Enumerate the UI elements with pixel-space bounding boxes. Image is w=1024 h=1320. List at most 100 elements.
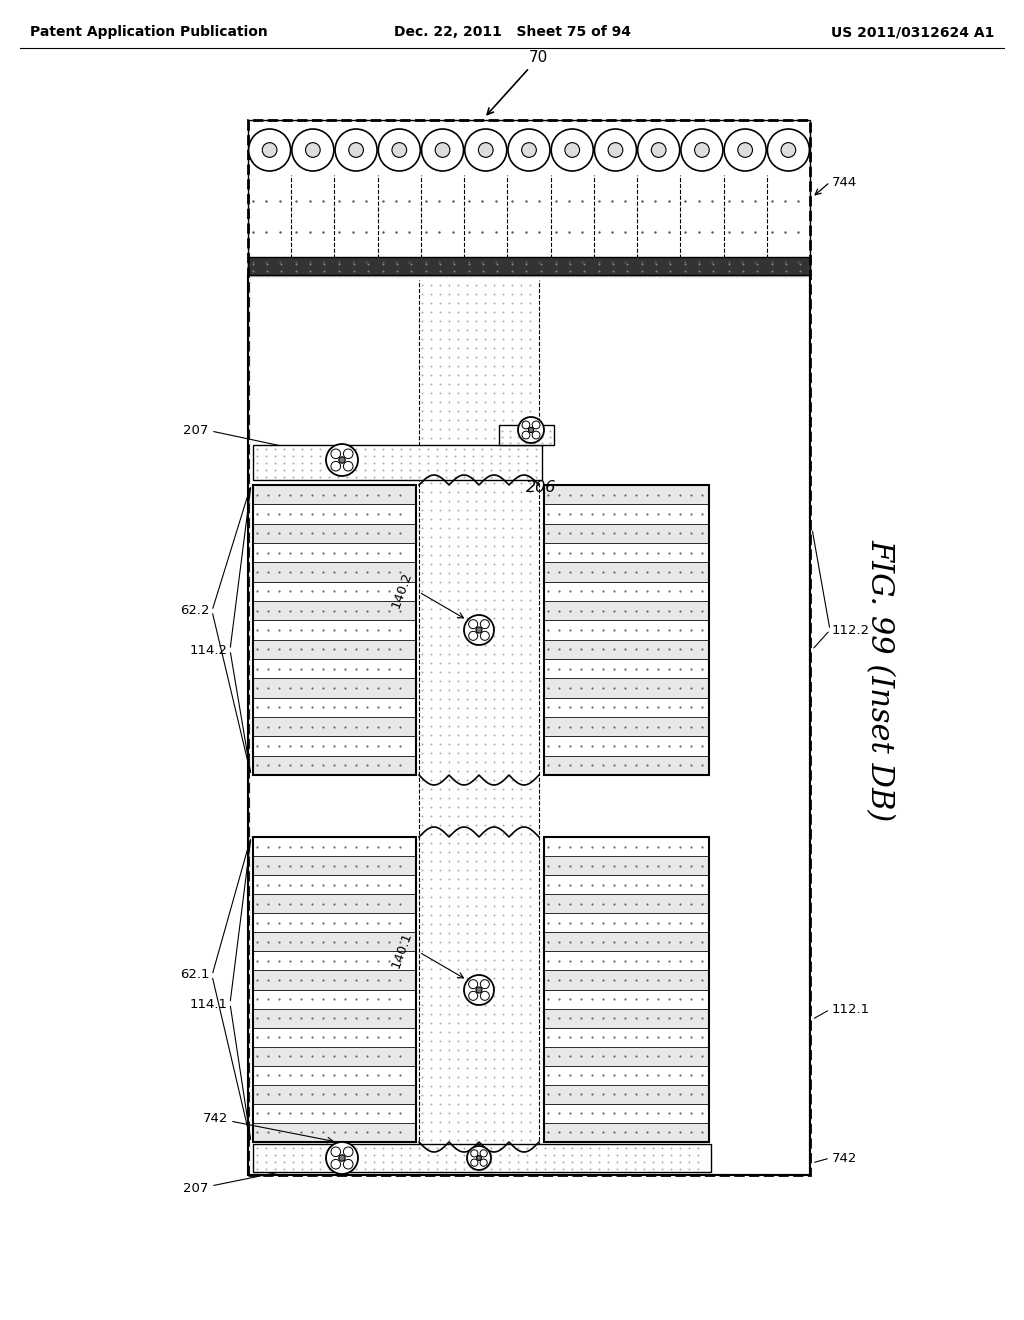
Point — [504, 895, 520, 916]
Point — [492, 466, 508, 487]
Point — [414, 607, 430, 628]
Point — [791, 251, 807, 272]
Point — [513, 986, 529, 1007]
Point — [423, 346, 439, 367]
Point — [492, 438, 508, 459]
Point — [345, 253, 361, 275]
Point — [504, 1111, 520, 1133]
Point — [432, 572, 449, 593]
Point — [293, 717, 309, 738]
Point — [495, 626, 511, 647]
Point — [270, 601, 287, 622]
Point — [414, 383, 430, 404]
Point — [495, 562, 511, 583]
Point — [267, 466, 284, 487]
Point — [595, 755, 611, 776]
Point — [260, 503, 276, 524]
Point — [260, 1084, 276, 1105]
Point — [616, 912, 633, 933]
Point — [358, 639, 375, 660]
Point — [440, 796, 457, 817]
Point — [370, 601, 386, 622]
Point — [495, 779, 511, 800]
Point — [459, 1121, 475, 1142]
Point — [572, 1027, 589, 1048]
Point — [459, 1156, 475, 1177]
Point — [450, 878, 466, 899]
Point — [513, 590, 529, 611]
Point — [423, 284, 439, 305]
Point — [375, 1144, 391, 1166]
Point — [270, 874, 287, 895]
Point — [485, 1156, 502, 1177]
Point — [485, 527, 502, 548]
Point — [616, 874, 633, 895]
Point — [348, 459, 365, 480]
Point — [450, 383, 466, 404]
Text: 62.1: 62.1 — [180, 968, 210, 981]
Point — [282, 894, 298, 915]
Point — [293, 735, 309, 756]
Point — [303, 438, 319, 459]
Point — [595, 855, 611, 876]
Point — [260, 969, 276, 990]
Point — [522, 1012, 539, 1034]
Point — [423, 536, 439, 557]
Point — [440, 643, 457, 664]
Point — [381, 836, 397, 857]
Point — [495, 1057, 511, 1078]
Point — [294, 466, 310, 487]
Point — [260, 581, 276, 602]
Point — [316, 260, 333, 281]
Point — [474, 251, 490, 272]
Point — [522, 346, 539, 367]
Point — [450, 536, 466, 557]
Point — [513, 1067, 529, 1088]
Point — [414, 598, 430, 619]
Point — [285, 459, 301, 480]
Point — [301, 191, 317, 213]
Point — [495, 508, 511, 529]
Point — [522, 1057, 539, 1078]
Point — [358, 523, 375, 544]
Point — [694, 1084, 711, 1105]
Point — [616, 894, 633, 915]
Point — [562, 717, 579, 738]
Point — [628, 1122, 644, 1143]
Point — [294, 1151, 310, 1172]
Point — [423, 445, 439, 466]
Point — [683, 836, 699, 857]
Point — [423, 697, 439, 718]
Point — [348, 1084, 365, 1105]
Point — [411, 1159, 427, 1180]
Bar — [248, 275, 810, 1175]
Point — [645, 1151, 662, 1172]
Point — [258, 191, 274, 213]
Point — [249, 836, 265, 857]
Point — [582, 1159, 598, 1180]
Point — [459, 833, 475, 854]
Point — [423, 626, 439, 647]
Point — [617, 1144, 634, 1166]
Point — [628, 561, 644, 582]
Point — [384, 1159, 400, 1180]
Point — [381, 484, 397, 506]
Point — [344, 222, 360, 243]
Point — [468, 968, 484, 989]
Point — [459, 643, 475, 664]
Point — [432, 562, 449, 583]
Point — [348, 659, 365, 680]
Point — [459, 895, 475, 916]
Point — [522, 814, 539, 836]
Point — [495, 652, 511, 673]
Point — [606, 697, 623, 718]
Point — [504, 869, 520, 890]
Point — [540, 1122, 556, 1143]
Point — [282, 989, 298, 1010]
Point — [438, 438, 455, 459]
Point — [259, 253, 275, 275]
Point — [504, 689, 520, 710]
Point — [348, 894, 365, 915]
Point — [540, 1027, 556, 1048]
Point — [423, 319, 439, 341]
